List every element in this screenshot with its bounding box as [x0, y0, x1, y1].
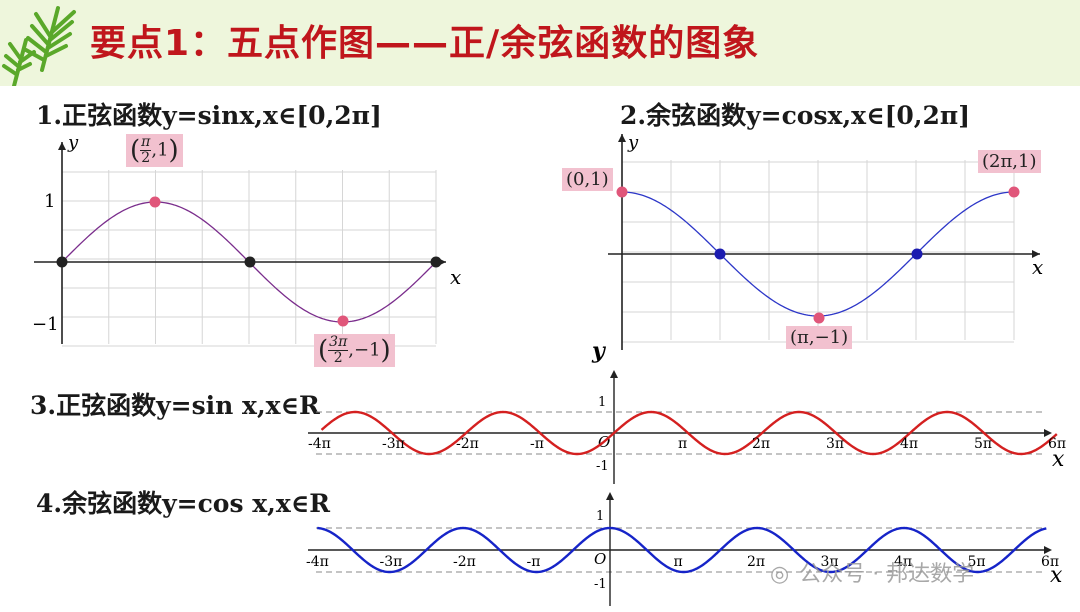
sine-r-tick-label: 3π [826, 436, 844, 452]
cosine-start-label: (0,1) [562, 168, 613, 191]
sine-r-tick-label: 4π [900, 436, 918, 452]
sine-max-den: 2 [141, 150, 151, 166]
sine-r-tick-label: -π [530, 436, 544, 452]
cosine-start-point [616, 186, 628, 198]
sine-max-num: π [141, 134, 151, 150]
cosine-end-point [1008, 186, 1020, 198]
page-title: 要点1：五点作图——正/余弦函数的图象 [90, 23, 760, 64]
section3-heading: 3.正弦函数y=sin x,x∈R [30, 386, 320, 422]
title-banner [0, 0, 1080, 86]
section4-heading-func: y=cos x,x∈R [162, 489, 331, 518]
sine-r-x-arrow [1044, 429, 1052, 437]
section1-heading-prefix: 1.正弦函数 [36, 101, 163, 130]
cosine-r-tick-label: -2π [453, 554, 476, 570]
sine-r-tick-label: 2π [752, 436, 770, 452]
sine-r-tick-neg-one: -1 [596, 459, 609, 474]
cosine-min-label: (π,−1) [786, 326, 853, 349]
cosine-r-curve [317, 526, 1047, 574]
sine-r-tick-label: -3π [382, 436, 405, 452]
sine-r-tick-label: π [678, 436, 687, 452]
leaf-decoration-icon [2, 6, 76, 86]
section3-heading-func: y=sin x,x∈R [156, 391, 320, 420]
sine-y-arrow [58, 142, 66, 150]
cosine-r-origin: O [594, 550, 606, 568]
sine-r-tick-label: 6π [1048, 436, 1066, 452]
cosine-r-x-arrow [1044, 546, 1052, 554]
section3-heading-prefix: 3.正弦函数 [30, 391, 157, 420]
cosine-r-tick-label: π [674, 554, 683, 570]
sine-min-num: 3π [329, 334, 348, 350]
sine-r-tick-label: 5π [974, 436, 992, 452]
cosine-r-tick-label: -π [527, 554, 541, 570]
cosine-y-arrow [618, 134, 626, 142]
sine-zero-point [430, 256, 442, 268]
sine-r-tick-label: -2π [456, 436, 479, 452]
sine-min-point [337, 315, 349, 327]
cosine-zero-point [714, 248, 726, 260]
section1-heading: 1.正弦函数y=sinx,x∈[0,2π] [36, 96, 382, 132]
sine-r-y-arrow [610, 370, 618, 378]
watermark: ◎ 公众号 · 邦达数学 [760, 556, 974, 588]
sine-max-label: (π 2,1) [126, 134, 183, 167]
cosine-r-tick-label: 4π [894, 554, 912, 570]
sine-x-label: x [450, 265, 461, 289]
sine-max-val: 1 [157, 139, 169, 161]
sine-r-y-label: y [591, 338, 607, 364]
sine-r-curve [320, 410, 1058, 456]
cosine-end-label: (2π,1) [978, 150, 1041, 173]
sine-r-x-label: x [1052, 447, 1065, 472]
sine-y-label: y [67, 132, 79, 153]
sine-min-val: −1 [354, 339, 381, 361]
cosine-r-tick-label: 5π [968, 554, 986, 570]
sine-max-point [149, 196, 161, 208]
cosine-r-tick-label: 2π [747, 554, 765, 570]
sine-tick-neg-one: −1 [32, 314, 59, 335]
cosine-r-graph: 1 -1 O x -4π -3π -2π -π π 2π 3π 4π 5π 6π [306, 492, 1063, 606]
cosine-r-y-arrow [606, 492, 614, 500]
sine-zero-point [56, 256, 68, 268]
cosine-r-tick-label: -4π [306, 554, 329, 570]
cosine-min-point [813, 312, 825, 324]
cosine-r-tick-one: 1 [596, 509, 604, 524]
cosine-x-label: x [1032, 255, 1043, 279]
cosine-y-label: y [627, 132, 639, 153]
cosine-r-tick-label: 6π [1041, 554, 1059, 570]
cosine-zero-point [911, 248, 923, 260]
sine-r-graph: y 1 -1 O x -4π -3π -2π -π π 2π 3π 4π 5π 6π [308, 338, 1066, 484]
cosine-graph: y x [608, 132, 1043, 350]
watermark-label: 公众号 · 邦达数学 [799, 562, 975, 587]
sine-r-tick-one: 1 [598, 395, 606, 410]
section4-heading: 4.余弦函数y=cos x,x∈R [36, 484, 330, 520]
section2-heading-func: y=cosx,x∈[0,2π] [746, 101, 971, 130]
sine-zero-point [244, 256, 256, 268]
cosine-r-tick-neg-one: -1 [594, 577, 607, 592]
sine-min-label: (3π 2 ,−1) [314, 334, 395, 367]
section2-heading-prefix: 2.余弦函数 [620, 101, 747, 130]
cosine-x-arrow [1032, 250, 1040, 258]
sine-min-den: 2 [333, 350, 343, 366]
section4-heading-prefix: 4.余弦函数 [36, 489, 163, 518]
cosine-r-tick-label: -3π [380, 554, 403, 570]
cosine-r-tick-label: 3π [821, 554, 839, 570]
watermark-icon: ◎ [770, 562, 790, 587]
sine-tick-one: 1 [44, 191, 55, 212]
section1-heading-func: y=sinx,x∈[0,2π] [162, 101, 382, 130]
section2-heading: 2.余弦函数y=cosx,x∈[0,2π] [620, 96, 970, 132]
sine-r-tick-label: -4π [308, 436, 331, 452]
sine-graph: y x 1 −1 [32, 132, 461, 347]
cosine-r-x-label: x [1050, 563, 1063, 588]
